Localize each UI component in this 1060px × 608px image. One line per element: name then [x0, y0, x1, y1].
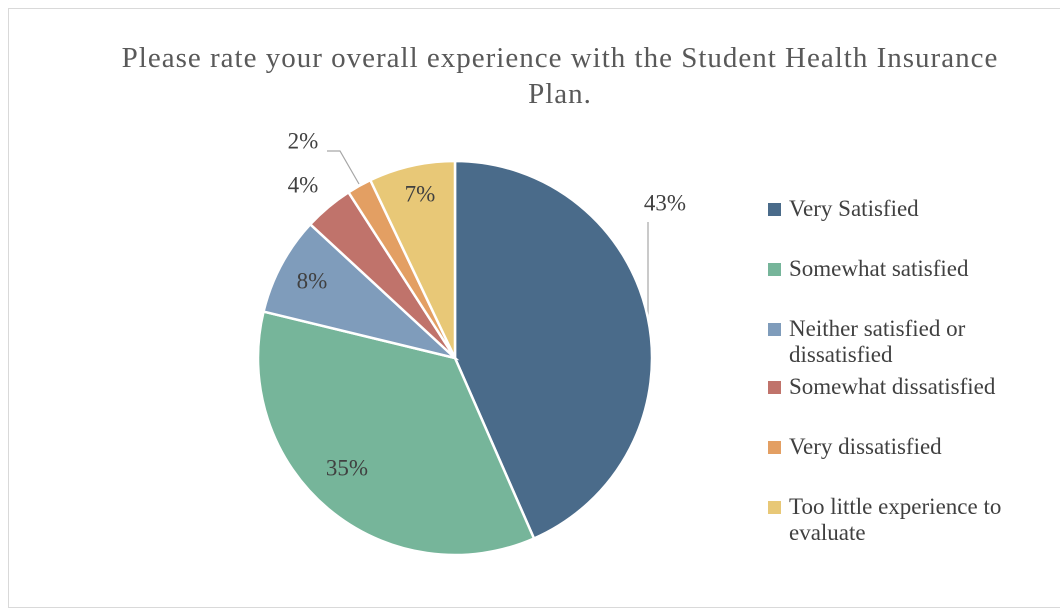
leader-line [327, 150, 360, 185]
data-label: 43% [644, 190, 686, 215]
legend-swatch [768, 323, 781, 336]
data-label: 2% [288, 128, 319, 153]
pie-slice [453, 159, 654, 541]
legend-item: Too little experience to evaluate [768, 494, 1054, 546]
chart-title: Please rate your overall experience with… [121, 42, 999, 110]
legend-item: Neither satisfied or dissatisfied [768, 316, 1054, 368]
legend-swatch [768, 441, 781, 454]
legend-item: Somewhat satisfied [768, 256, 1054, 282]
legend-label: Too little experience to evaluate [789, 494, 1002, 545]
legend-swatch [768, 501, 781, 514]
legend-swatch [768, 203, 781, 216]
legend-item: Somewhat dissatisfied [768, 374, 1054, 400]
legend-item: Very Satisfied [768, 196, 1054, 222]
legend-label: Somewhat dissatisfied [789, 374, 996, 399]
legend-label: Somewhat satisfied [789, 256, 969, 281]
data-label: 4% [288, 172, 319, 197]
legend-label: Very Satisfied [789, 196, 919, 221]
legend-label: Very dissatisfied [789, 434, 942, 459]
data-label: 7% [405, 181, 436, 206]
data-label: 35% [326, 455, 368, 480]
legend-item: Very dissatisfied [768, 434, 1054, 460]
pie-slice [368, 159, 457, 359]
pie-slice [262, 222, 460, 361]
legend-swatch [768, 263, 781, 276]
pie-slice [256, 310, 536, 557]
legend-swatch [768, 381, 781, 394]
legend-label: Neither satisfied or dissatisfied [789, 316, 966, 367]
data-label: 8% [297, 268, 328, 293]
